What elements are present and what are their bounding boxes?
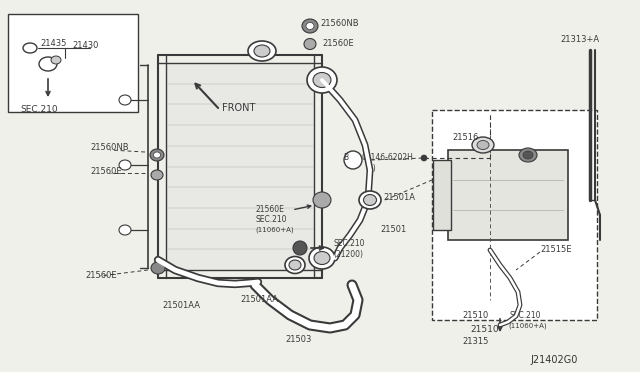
Ellipse shape (306, 22, 314, 29)
Ellipse shape (51, 56, 61, 64)
Text: 21501: 21501 (380, 225, 406, 234)
Ellipse shape (254, 45, 270, 57)
Text: B: B (344, 154, 349, 163)
Ellipse shape (289, 260, 301, 270)
Ellipse shape (119, 160, 131, 170)
Text: 21515E: 21515E (540, 246, 572, 254)
Text: 21315: 21315 (462, 337, 488, 346)
Ellipse shape (151, 262, 165, 274)
Ellipse shape (519, 148, 537, 162)
Ellipse shape (359, 191, 381, 209)
Text: J21402G0: J21402G0 (530, 355, 577, 365)
Text: 21560NB: 21560NB (320, 19, 358, 29)
Text: 21516: 21516 (452, 134, 478, 142)
Text: 21313+A: 21313+A (560, 35, 599, 45)
Circle shape (344, 151, 362, 169)
Text: 21560E: 21560E (85, 270, 116, 279)
Ellipse shape (313, 73, 331, 87)
Text: 08146-6202H: 08146-6202H (362, 154, 414, 163)
Text: 21501AA: 21501AA (162, 301, 200, 310)
Ellipse shape (304, 38, 316, 49)
Text: 21430: 21430 (72, 41, 99, 49)
Ellipse shape (151, 170, 163, 180)
Ellipse shape (119, 225, 131, 235)
Text: (21200): (21200) (333, 250, 363, 259)
Text: SEC.210: SEC.210 (255, 215, 287, 224)
Text: 21510: 21510 (470, 326, 499, 334)
Text: 21560E: 21560E (255, 205, 284, 215)
Ellipse shape (154, 152, 161, 158)
Bar (448, 150, 568, 240)
Text: SEC.210: SEC.210 (510, 311, 541, 321)
Bar (8, 14, 138, 112)
Text: (2): (2) (365, 164, 376, 173)
Ellipse shape (23, 43, 37, 53)
Ellipse shape (302, 19, 318, 33)
Ellipse shape (523, 151, 533, 159)
Ellipse shape (119, 95, 131, 105)
Circle shape (421, 155, 427, 161)
Ellipse shape (477, 141, 489, 150)
Text: (11060+A): (11060+A) (255, 227, 294, 233)
Text: SEC.210: SEC.210 (333, 240, 365, 248)
Ellipse shape (285, 257, 305, 273)
Text: 21501A: 21501A (383, 193, 415, 202)
Text: FRONT: FRONT (222, 103, 255, 113)
Ellipse shape (309, 247, 335, 269)
Text: (11060+A): (11060+A) (508, 323, 547, 329)
Text: 21560E: 21560E (322, 38, 354, 48)
Text: SEC.210: SEC.210 (20, 106, 58, 115)
Ellipse shape (248, 41, 276, 61)
Bar (166, 63, 314, 270)
Text: 21560NB: 21560NB (90, 144, 129, 153)
Text: 21510: 21510 (462, 311, 488, 320)
Ellipse shape (313, 192, 331, 208)
Text: 21435: 21435 (40, 39, 67, 48)
Text: 21503: 21503 (285, 336, 312, 344)
Ellipse shape (472, 137, 494, 153)
Ellipse shape (307, 67, 337, 93)
Ellipse shape (39, 57, 57, 71)
Circle shape (293, 241, 307, 255)
Ellipse shape (314, 251, 330, 264)
Ellipse shape (364, 195, 376, 205)
Bar (432, 110, 597, 320)
Ellipse shape (150, 149, 164, 161)
Text: 21501AA: 21501AA (240, 295, 278, 305)
Bar (433, 160, 451, 230)
Text: 21560E: 21560E (90, 167, 122, 176)
